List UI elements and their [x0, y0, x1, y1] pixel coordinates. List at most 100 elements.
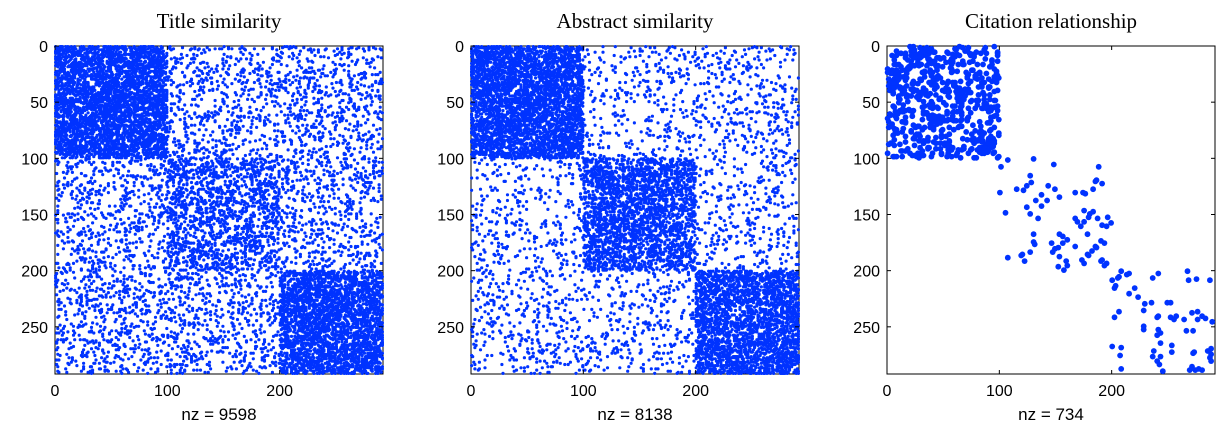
nonzero-point: [56, 338, 60, 342]
nonzero-point: [206, 65, 210, 69]
nonzero-point: [83, 275, 87, 279]
nonzero-point: [55, 171, 59, 176]
nonzero-point: [118, 346, 122, 350]
nonzero-point: [62, 186, 67, 190]
nonzero-point: [246, 97, 250, 101]
nonzero-point: [112, 279, 116, 283]
nonzero-point: [275, 48, 279, 52]
nonzero-point: [300, 116, 304, 121]
nonzero-point: [310, 50, 314, 54]
nonzero-point: [205, 46, 209, 50]
nonzero-point: [326, 94, 331, 98]
nonzero-point: [128, 230, 132, 234]
nonzero-point: [179, 61, 183, 65]
nonzero-point: [295, 97, 299, 101]
nonzero-point: [113, 204, 117, 208]
nonzero-point: [103, 230, 107, 234]
nonzero-point: [76, 217, 80, 222]
nonzero-point: [129, 161, 133, 165]
nonzero-point: [291, 80, 295, 85]
nonzero-point: [79, 299, 83, 304]
nonzero-point: [113, 187, 117, 191]
nonzero-point: [92, 173, 96, 177]
nonzero-point: [94, 234, 98, 238]
nonzero-point: [70, 179, 74, 183]
nonzero-point: [137, 195, 141, 199]
nonzero-point: [110, 338, 114, 342]
nonzero-point: [91, 321, 95, 325]
nonzero-point: [83, 210, 87, 214]
nonzero-point: [355, 47, 359, 51]
nonzero-point: [111, 256, 115, 260]
nonzero-point: [112, 360, 116, 364]
nonzero-point: [316, 101, 320, 105]
nonzero-point: [143, 298, 147, 302]
nonzero-point: [198, 122, 203, 126]
nonzero-point: [239, 119, 243, 123]
nonzero-point: [321, 71, 325, 76]
nonzero-point: [212, 70, 216, 74]
nonzero-point: [242, 75, 246, 79]
nonzero-point: [155, 128, 159, 132]
nonzero-point: [121, 207, 125, 211]
nonzero-point: [374, 47, 378, 51]
nonzero-point: [69, 193, 73, 197]
nonzero-point: [118, 293, 122, 297]
nonzero-point: [127, 357, 131, 361]
nonzero-point: [56, 217, 60, 222]
nonzero-point: [134, 246, 138, 250]
nonzero-point: [114, 369, 118, 373]
nonzero-point: [171, 130, 176, 134]
nonzero-point: [276, 122, 280, 126]
nonzero-point: [57, 266, 61, 270]
nonzero-point: [347, 69, 351, 73]
nonzero-point: [61, 288, 65, 292]
nonzero-point: [111, 164, 115, 168]
nonzero-point: [61, 340, 65, 344]
nonzero-point: [140, 212, 144, 216]
nonzero-point: [357, 73, 361, 77]
nonzero-point: [73, 213, 77, 217]
nonzero-point: [256, 73, 260, 77]
nonzero-point: [104, 77, 108, 81]
nonzero-point: [306, 59, 310, 63]
nonzero-point: [262, 134, 267, 138]
nonzero-point: [220, 47, 224, 51]
nonzero-point: [98, 329, 103, 333]
nonzero-point: [174, 113, 178, 117]
nonzero-point: [238, 47, 242, 51]
nonzero-point: [283, 113, 287, 117]
nonzero-point: [92, 160, 96, 164]
nonzero-point: [122, 295, 126, 299]
nonzero-point: [179, 52, 183, 56]
nonzero-point: [364, 96, 368, 100]
nonzero-point: [359, 83, 363, 87]
nonzero-point: [310, 66, 314, 70]
nonzero-point: [379, 56, 383, 60]
nonzero-point: [122, 165, 126, 169]
nonzero-point: [380, 111, 384, 115]
nonzero-point: [347, 128, 351, 132]
nonzero-point: [87, 285, 91, 289]
nonzero-point: [355, 109, 359, 113]
nonzero-point: [59, 301, 63, 305]
nonzero-point: [102, 289, 106, 293]
nonzero-point: [124, 229, 128, 233]
nonzero-point: [196, 82, 200, 86]
nonzero-point: [347, 93, 351, 97]
nonzero-point: [111, 213, 115, 217]
nonzero-point: [340, 46, 344, 50]
nonzero-point: [75, 259, 79, 263]
nonzero-point: [192, 70, 196, 74]
nonzero-point: [105, 303, 109, 307]
nonzero-point: [169, 83, 173, 87]
nonzero-point: [119, 279, 123, 283]
nonzero-point: [244, 57, 249, 61]
nonzero-point: [304, 100, 308, 104]
nonzero-point: [209, 133, 213, 137]
nonzero-point: [270, 87, 274, 91]
nonzero-point: [112, 284, 116, 288]
nonzero-point: [376, 89, 380, 94]
nonzero-point: [54, 276, 58, 280]
